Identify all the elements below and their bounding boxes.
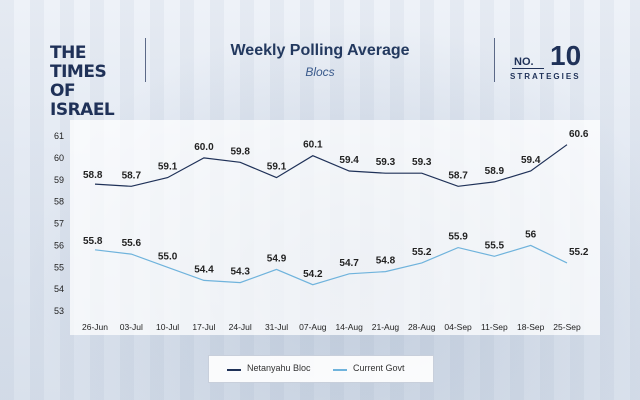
logo-strategies: STRATEGIES bbox=[510, 72, 581, 81]
data-label: 55.8 bbox=[83, 236, 103, 247]
x-tick-label: 03-Jul bbox=[120, 322, 143, 332]
x-tick-label: 07-Aug bbox=[299, 322, 327, 332]
data-label: 55.9 bbox=[448, 232, 468, 243]
data-label: 58.7 bbox=[122, 170, 142, 181]
x-tick-label: 17-Jul bbox=[192, 322, 215, 332]
x-tick-label: 28-Aug bbox=[408, 322, 436, 332]
y-tick-label: 55 bbox=[54, 262, 64, 272]
y-tick-label: 57 bbox=[54, 219, 64, 229]
y-tick-label: 53 bbox=[54, 306, 64, 316]
x-tick-label: 18-Sep bbox=[517, 322, 545, 332]
chart-panel bbox=[70, 120, 600, 335]
data-label: 54.9 bbox=[267, 253, 287, 264]
header: THE TIMES OF ISRAEL Weekly Polling Avera… bbox=[0, 0, 640, 120]
logo-number: 10 bbox=[550, 40, 582, 71]
x-tick-label: 26-Jun bbox=[82, 322, 108, 332]
data-label: 58.9 bbox=[485, 166, 505, 177]
data-label: 59.4 bbox=[521, 155, 541, 166]
data-label: 58.7 bbox=[448, 170, 468, 181]
data-label: 59.4 bbox=[339, 155, 359, 166]
chart-subtitle: Blocs bbox=[305, 65, 335, 79]
chart-title: Weekly Polling Average bbox=[230, 42, 410, 59]
legend-swatch-netanyahu bbox=[227, 369, 241, 371]
series-line-govt bbox=[94, 244, 568, 286]
y-tick-label: 61 bbox=[54, 131, 64, 141]
data-label: 60.6 bbox=[569, 129, 589, 140]
data-label: 60.0 bbox=[194, 142, 214, 153]
data-label: 55.5 bbox=[485, 240, 505, 251]
data-label: 55.6 bbox=[122, 238, 142, 249]
data-label: 59.8 bbox=[230, 146, 250, 157]
data-label: 55.2 bbox=[569, 247, 589, 258]
legend-label-netanyahu: Netanyahu Bloc bbox=[247, 363, 311, 373]
legend: Netanyahu Bloc Current Govt bbox=[208, 355, 434, 383]
series-line-netanyahu bbox=[94, 144, 568, 187]
y-tick-label: 56 bbox=[54, 240, 64, 250]
data-label: 54.4 bbox=[194, 264, 214, 275]
data-label: 54.7 bbox=[339, 258, 359, 269]
title-block: Weekly Polling Average Blocs bbox=[160, 42, 480, 79]
data-label: 58.8 bbox=[83, 170, 103, 181]
legend-label-govt: Current Govt bbox=[353, 363, 405, 373]
right-divider bbox=[494, 38, 495, 82]
x-tick-label: 14-Aug bbox=[335, 322, 363, 332]
x-tick-label: 24-Jul bbox=[229, 322, 252, 332]
x-tick-label: 11-Sep bbox=[481, 322, 508, 332]
data-label: 59.3 bbox=[412, 157, 432, 168]
logo-no: NO. bbox=[514, 56, 534, 68]
data-label: 59.3 bbox=[376, 157, 396, 168]
data-label: 55.2 bbox=[412, 247, 432, 258]
y-tick-label: 58 bbox=[54, 197, 64, 207]
left-divider bbox=[145, 38, 146, 82]
x-tick-label: 04-Sep bbox=[444, 322, 472, 332]
legend-swatch-govt bbox=[333, 369, 347, 371]
logo-underline bbox=[512, 68, 544, 69]
x-tick-label: 10-Jul bbox=[156, 322, 179, 332]
x-tick-label: 25-Sep bbox=[553, 322, 581, 332]
x-tick-label: 31-Jul bbox=[265, 322, 288, 332]
data-label: 55.0 bbox=[158, 251, 178, 262]
data-label: 54.2 bbox=[303, 269, 323, 280]
data-label: 54.3 bbox=[230, 267, 250, 278]
y-tick-label: 60 bbox=[54, 153, 64, 163]
data-label: 54.8 bbox=[376, 256, 396, 267]
times-of-israel-logo: THE TIMES OF ISRAEL bbox=[50, 43, 115, 120]
y-tick-label: 54 bbox=[54, 284, 64, 294]
data-label: 59.1 bbox=[267, 162, 287, 173]
data-label: 60.1 bbox=[303, 140, 323, 151]
data-label: 56 bbox=[525, 229, 537, 240]
data-label: 59.1 bbox=[158, 162, 178, 173]
x-tick-label: 21-Aug bbox=[372, 322, 400, 332]
y-tick-label: 59 bbox=[54, 175, 64, 185]
